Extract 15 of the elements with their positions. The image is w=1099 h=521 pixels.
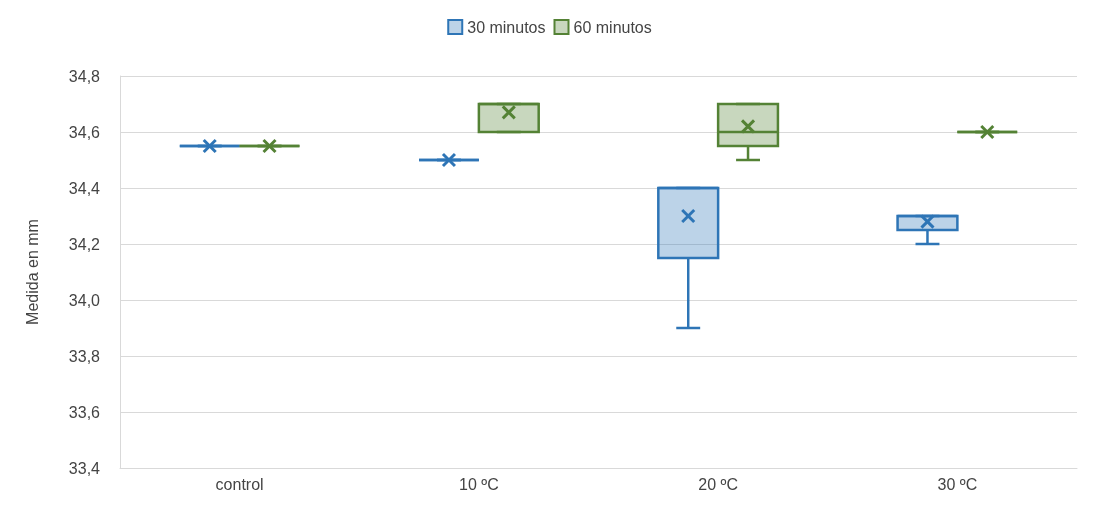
- x-tick-label: 20 ºC: [698, 475, 738, 493]
- y-tick-label: 34,8: [68, 67, 101, 85]
- y-tick-label: 33,4: [68, 459, 101, 477]
- y-tick-label: 34,0: [68, 291, 101, 309]
- legend-label: 60 minutos: [573, 18, 652, 36]
- x-tick-label: 30 ºC: [937, 475, 978, 493]
- y-tick-label: 34,2: [68, 235, 101, 253]
- x-tick-label: 10 ºC: [459, 475, 499, 493]
- y-tick-label: 34,6: [68, 123, 101, 141]
- legend-label: 30 minutos: [467, 18, 546, 36]
- y-tick-label: 33,6: [68, 403, 101, 421]
- x-tick-label: control: [215, 475, 264, 493]
- y-tick-label: 34,4: [68, 179, 101, 197]
- y-tick-label: 33,8: [68, 347, 101, 365]
- y-axis-title: Medida en mm: [23, 219, 41, 325]
